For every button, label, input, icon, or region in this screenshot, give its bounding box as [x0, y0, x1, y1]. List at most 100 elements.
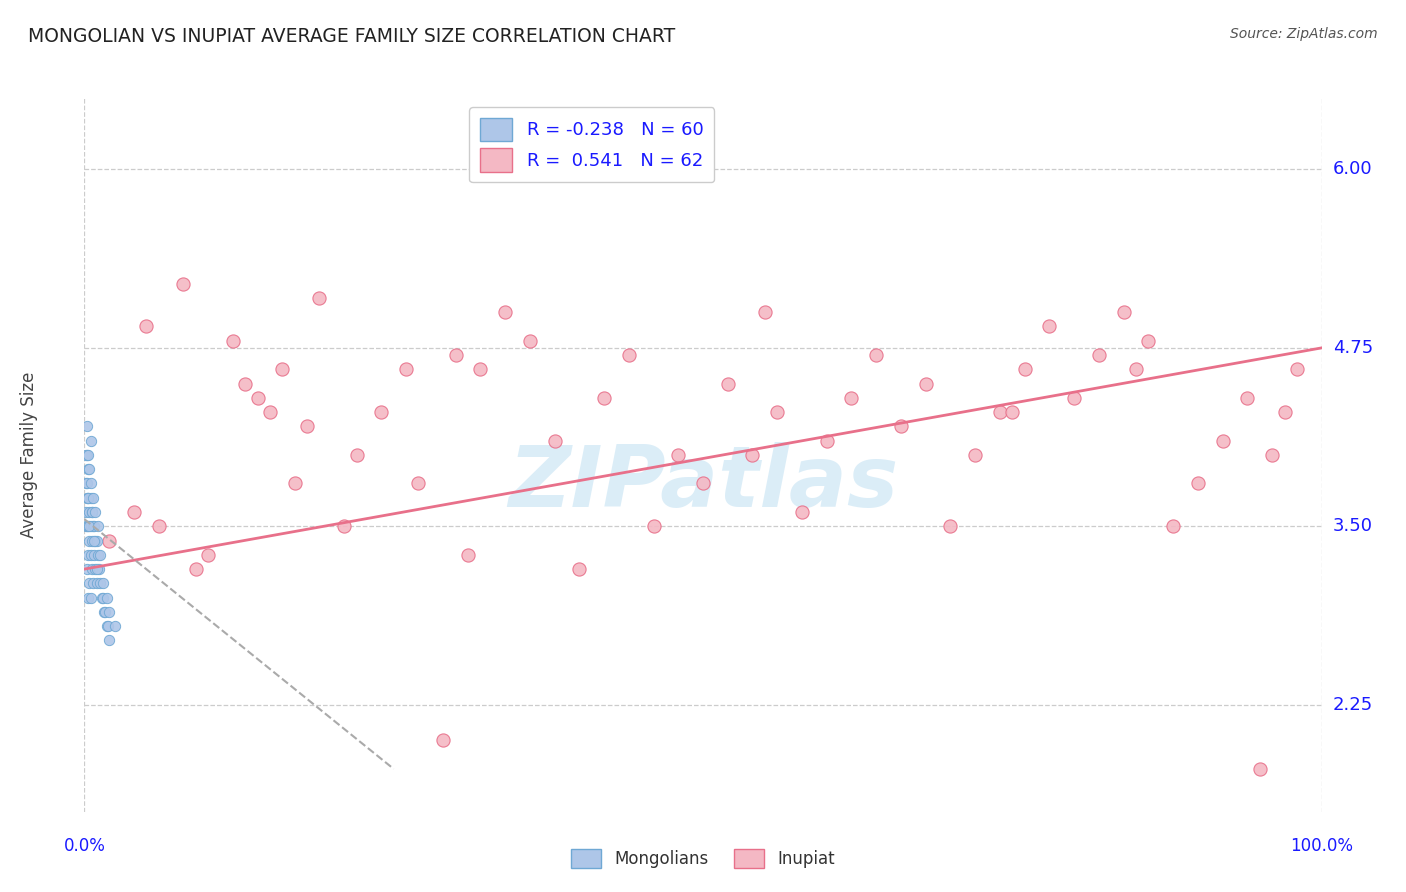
Point — [295, 419, 318, 434]
Point — [98, 633, 121, 648]
Point — [184, 562, 207, 576]
Point — [308, 291, 330, 305]
Point — [717, 376, 740, 391]
Text: 4.75: 4.75 — [1333, 339, 1374, 357]
Point — [259, 405, 281, 419]
Point — [1038, 319, 1060, 334]
Point — [284, 476, 307, 491]
Point — [83, 533, 105, 548]
Text: 3.50: 3.50 — [1333, 517, 1372, 535]
Point — [988, 405, 1011, 419]
Point — [82, 519, 104, 533]
Point — [75, 448, 97, 462]
Point — [568, 562, 591, 576]
Point — [77, 548, 100, 562]
Point — [80, 505, 103, 519]
Point — [79, 519, 101, 533]
Point — [77, 591, 100, 605]
Point — [1285, 362, 1308, 376]
Point — [79, 548, 101, 562]
Point — [76, 476, 98, 491]
Point — [86, 562, 108, 576]
Point — [1001, 405, 1024, 419]
Legend: Mongolians, Inupiat: Mongolians, Inupiat — [565, 842, 841, 875]
Point — [148, 519, 170, 533]
Point — [82, 576, 104, 591]
Point — [76, 562, 98, 576]
Point — [1161, 519, 1184, 533]
Point — [83, 519, 105, 533]
Point — [91, 591, 114, 605]
Point — [86, 533, 108, 548]
Point — [172, 277, 194, 291]
Point — [122, 505, 145, 519]
Point — [494, 305, 516, 319]
Point — [82, 491, 104, 505]
Point — [939, 519, 962, 533]
Point — [83, 548, 105, 562]
Text: Source: ZipAtlas.com: Source: ZipAtlas.com — [1230, 27, 1378, 41]
Point — [395, 362, 418, 376]
Point — [1137, 334, 1160, 348]
Point — [408, 476, 430, 491]
Point — [76, 519, 98, 533]
Text: MONGOLIAN VS INUPIAT AVERAGE FAMILY SIZE CORRELATION CHART: MONGOLIAN VS INUPIAT AVERAGE FAMILY SIZE… — [28, 27, 675, 45]
Text: 2.25: 2.25 — [1333, 696, 1374, 714]
Point — [79, 505, 101, 519]
Point — [643, 519, 665, 533]
Point — [1274, 405, 1296, 419]
Point — [79, 533, 101, 548]
Point — [79, 591, 101, 605]
Point — [77, 519, 100, 533]
Point — [1088, 348, 1111, 362]
Point — [79, 519, 101, 533]
Point — [76, 491, 98, 505]
Point — [965, 448, 987, 462]
Point — [84, 533, 107, 548]
Point — [593, 391, 616, 405]
Point — [86, 576, 108, 591]
Point — [1249, 762, 1271, 776]
Point — [79, 491, 101, 505]
Point — [246, 391, 269, 405]
Point — [87, 519, 110, 533]
Point — [91, 576, 114, 591]
Point — [543, 434, 565, 448]
Point — [135, 319, 157, 334]
Point — [444, 348, 467, 362]
Point — [754, 305, 776, 319]
Point — [77, 491, 100, 505]
Point — [222, 334, 245, 348]
Point — [79, 476, 101, 491]
Point — [89, 562, 111, 576]
Point — [346, 448, 368, 462]
Point — [84, 562, 107, 576]
Point — [1212, 434, 1234, 448]
Point — [370, 405, 392, 419]
Point — [519, 334, 541, 348]
Point — [80, 562, 103, 576]
Point — [1063, 391, 1085, 405]
Point — [80, 533, 103, 548]
Point — [333, 519, 356, 533]
Point — [914, 376, 936, 391]
Point — [766, 405, 789, 419]
Point — [1112, 305, 1135, 319]
Point — [77, 448, 100, 462]
Point — [76, 419, 98, 434]
Point — [1125, 362, 1147, 376]
Point — [94, 605, 117, 619]
Point — [79, 462, 101, 476]
Point — [890, 419, 912, 434]
Point — [1261, 448, 1284, 462]
Point — [692, 476, 714, 491]
Point — [1187, 476, 1209, 491]
Point — [90, 591, 112, 605]
Point — [87, 548, 110, 562]
Point — [104, 619, 127, 633]
Point — [75, 505, 97, 519]
Point — [75, 476, 97, 491]
Text: 6.00: 6.00 — [1333, 161, 1372, 178]
Point — [76, 448, 98, 462]
Point — [197, 548, 219, 562]
